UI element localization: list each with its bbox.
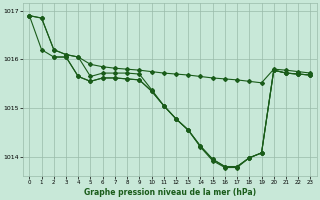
X-axis label: Graphe pression niveau de la mer (hPa): Graphe pression niveau de la mer (hPa) xyxy=(84,188,256,197)
